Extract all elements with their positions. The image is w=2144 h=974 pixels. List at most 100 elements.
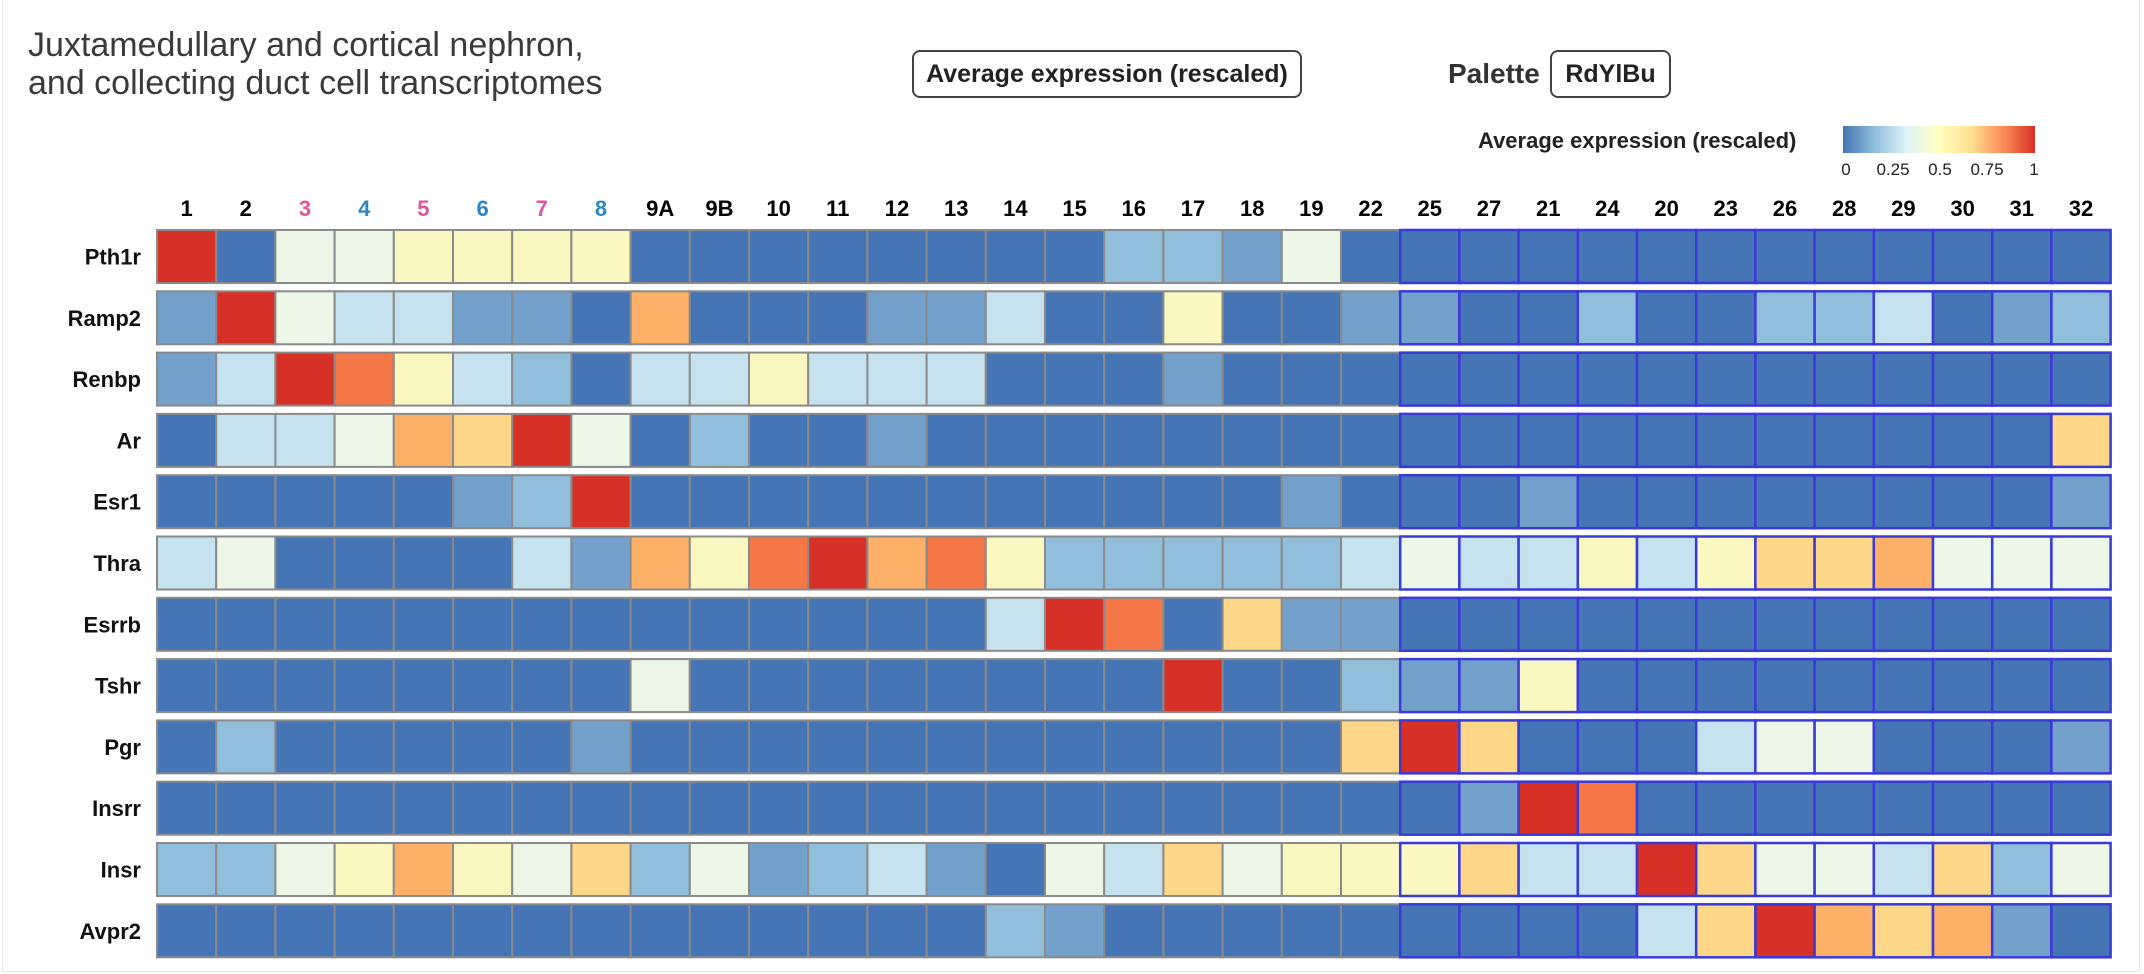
heatmap-cell-Ramp2-11[interactable] — [807, 290, 869, 346]
heatmap-cell-Insr-7[interactable] — [511, 842, 573, 897]
heatmap-cell-Esrrb-31[interactable] — [1990, 596, 2053, 653]
heatmap-cell-Esrrb-14[interactable] — [984, 596, 1046, 652]
heatmap-cell-Pgr-11[interactable] — [807, 719, 869, 775]
heatmap-cell-Pth1r-32[interactable] — [2050, 228, 2112, 285]
heatmap-cell-Tshr-19[interactable] — [1280, 658, 1343, 714]
heatmap-cell-Insr-29[interactable] — [1872, 841, 1935, 898]
heatmap-cell-Pth1r-11[interactable] — [807, 229, 869, 284]
heatmap-cell-Ar-19[interactable] — [1280, 412, 1343, 468]
heatmap-cell-Ar-18[interactable] — [1221, 412, 1283, 468]
heatmap-cell-Renbp-21[interactable] — [1517, 351, 1580, 407]
heatmap-cell-Thra-9A[interactable] — [629, 535, 691, 591]
heatmap-cell-Avpr2-12[interactable] — [866, 903, 928, 959]
heatmap-cell-Insrr-15[interactable] — [1044, 780, 1106, 836]
heatmap-cell-Pth1r-27[interactable] — [1458, 228, 1520, 285]
heatmap-cell-Ar-27[interactable] — [1458, 412, 1520, 469]
heatmap-cell-Insrr-20[interactable] — [1635, 780, 1698, 836]
heatmap-cell-Esr1-32[interactable] — [2050, 473, 2112, 530]
heatmap-cell-Avpr2-30[interactable] — [1931, 903, 1994, 959]
heatmap-cell-Pth1r-7[interactable] — [511, 229, 573, 284]
heatmap-cell-Avpr2-14[interactable] — [984, 903, 1046, 959]
heatmap-cell-Ar-29[interactable] — [1872, 412, 1935, 469]
heatmap-cell-Tshr-9A[interactable] — [629, 658, 691, 714]
heatmap-cell-Esrrb-15[interactable] — [1044, 596, 1106, 652]
heatmap-cell-Thra-8[interactable] — [570, 535, 632, 591]
heatmap-cell-Ar-6[interactable] — [452, 412, 514, 468]
heatmap-cell-Renbp-17[interactable] — [1162, 351, 1224, 407]
heatmap-cell-Tshr-13[interactable] — [925, 658, 987, 714]
heatmap-cell-Ar-2[interactable] — [215, 412, 277, 468]
heatmap-cell-Esrrb-3[interactable] — [274, 596, 336, 652]
heatmap-cell-Insrr-30[interactable] — [1931, 780, 1994, 836]
heatmap-cell-Esr1-4[interactable] — [333, 474, 395, 530]
heatmap-cell-Pth1r-14[interactable] — [984, 229, 1046, 284]
heatmap-cell-Insr-23[interactable] — [1694, 841, 1757, 898]
heatmap-cell-Esrrb-21[interactable] — [1517, 596, 1580, 653]
heatmap-cell-Esr1-23[interactable] — [1694, 473, 1757, 530]
heatmap-cell-Insrr-31[interactable] — [1990, 780, 2053, 836]
heatmap-cell-Avpr2-32[interactable] — [2050, 903, 2112, 959]
heatmap-cell-Avpr2-2[interactable] — [215, 903, 277, 959]
heatmap-cell-Renbp-15[interactable] — [1044, 351, 1106, 407]
heatmap-cell-Avpr2-7[interactable] — [511, 903, 573, 959]
heatmap-cell-Ramp2-2[interactable] — [215, 290, 277, 346]
heatmap-cell-Pgr-26[interactable] — [1754, 719, 1816, 775]
heatmap-cell-Insrr-14[interactable] — [984, 780, 1046, 836]
heatmap-cell-Esrrb-32[interactable] — [2050, 596, 2112, 653]
heatmap-cell-Insrr-18[interactable] — [1221, 780, 1283, 836]
heatmap-cell-Pgr-28[interactable] — [1813, 719, 1876, 775]
heatmap-cell-Renbp-23[interactable] — [1694, 351, 1757, 407]
heatmap-cell-Ar-10[interactable] — [748, 412, 810, 468]
heatmap-cell-Pth1r-28[interactable] — [1813, 228, 1876, 285]
heatmap-cell-Thra-11[interactable] — [807, 535, 869, 591]
heatmap-cell-Insr-21[interactable] — [1517, 841, 1580, 898]
heatmap-cell-Esrrb-1[interactable] — [156, 596, 218, 652]
heatmap-cell-Tshr-10[interactable] — [748, 658, 810, 714]
heatmap-cell-Avpr2-8[interactable] — [570, 903, 632, 959]
heatmap-cell-Esrrb-9B[interactable] — [688, 596, 750, 652]
heatmap-cell-Ramp2-7[interactable] — [511, 290, 573, 346]
heatmap-cell-Ramp2-25[interactable] — [1398, 290, 1461, 346]
heatmap-cell-Ramp2-26[interactable] — [1754, 290, 1816, 346]
heatmap-cell-Esrrb-30[interactable] — [1931, 596, 1994, 653]
heatmap-cell-Avpr2-17[interactable] — [1162, 903, 1224, 959]
heatmap-cell-Ramp2-9A[interactable] — [629, 290, 691, 346]
heatmap-cell-Insrr-24[interactable] — [1576, 780, 1639, 836]
heatmap-cell-Esr1-9B[interactable] — [688, 474, 750, 530]
heatmap-cell-Insrr-28[interactable] — [1813, 780, 1876, 836]
heatmap-cell-Pgr-17[interactable] — [1162, 719, 1224, 775]
heatmap-cell-Tshr-20[interactable] — [1635, 657, 1698, 714]
heatmap-cell-Insr-3[interactable] — [274, 842, 336, 897]
heatmap-cell-Pth1r-3[interactable] — [274, 229, 336, 284]
heatmap-cell-Ar-8[interactable] — [570, 412, 632, 468]
heatmap-cell-Renbp-29[interactable] — [1872, 351, 1935, 407]
heatmap-cell-Thra-27[interactable] — [1458, 535, 1520, 591]
heatmap-cell-Ramp2-29[interactable] — [1872, 290, 1935, 346]
heatmap-cell-Insr-15[interactable] — [1044, 842, 1106, 897]
heatmap-cell-Ramp2-3[interactable] — [274, 290, 336, 346]
heatmap-cell-Tshr-4[interactable] — [333, 658, 395, 714]
heatmap-cell-Ramp2-23[interactable] — [1694, 290, 1757, 346]
heatmap-cell-Tshr-18[interactable] — [1221, 658, 1283, 714]
heatmap-cell-Esrrb-22[interactable] — [1340, 596, 1402, 652]
heatmap-cell-Pgr-22[interactable] — [1340, 719, 1402, 775]
heatmap-cell-Renbp-2[interactable] — [215, 351, 277, 407]
heatmap-cell-Esr1-16[interactable] — [1103, 474, 1165, 530]
heatmap-cell-Esr1-28[interactable] — [1813, 473, 1876, 530]
heatmap-cell-Renbp-16[interactable] — [1103, 351, 1165, 407]
heatmap-cell-Renbp-19[interactable] — [1280, 351, 1343, 407]
heatmap-cell-Esr1-18[interactable] — [1221, 474, 1283, 530]
heatmap-cell-Ar-12[interactable] — [866, 412, 928, 468]
heatmap-cell-Insrr-5[interactable] — [392, 780, 454, 836]
heatmap-cell-Tshr-22[interactable] — [1340, 658, 1402, 714]
heatmap-cell-Avpr2-16[interactable] — [1103, 903, 1165, 959]
heatmap-cell-Tshr-3[interactable] — [274, 658, 336, 714]
heatmap-cell-Renbp-13[interactable] — [925, 351, 987, 407]
heatmap-cell-Pgr-29[interactable] — [1872, 719, 1935, 775]
heatmap-cell-Renbp-9B[interactable] — [688, 351, 750, 407]
heatmap-cell-Pgr-27[interactable] — [1458, 719, 1520, 775]
heatmap-cell-Avpr2-20[interactable] — [1635, 903, 1698, 959]
heatmap-cell-Esr1-29[interactable] — [1872, 473, 1935, 530]
heatmap-cell-Esr1-31[interactable] — [1990, 473, 2053, 530]
heatmap-cell-Renbp-18[interactable] — [1221, 351, 1283, 407]
